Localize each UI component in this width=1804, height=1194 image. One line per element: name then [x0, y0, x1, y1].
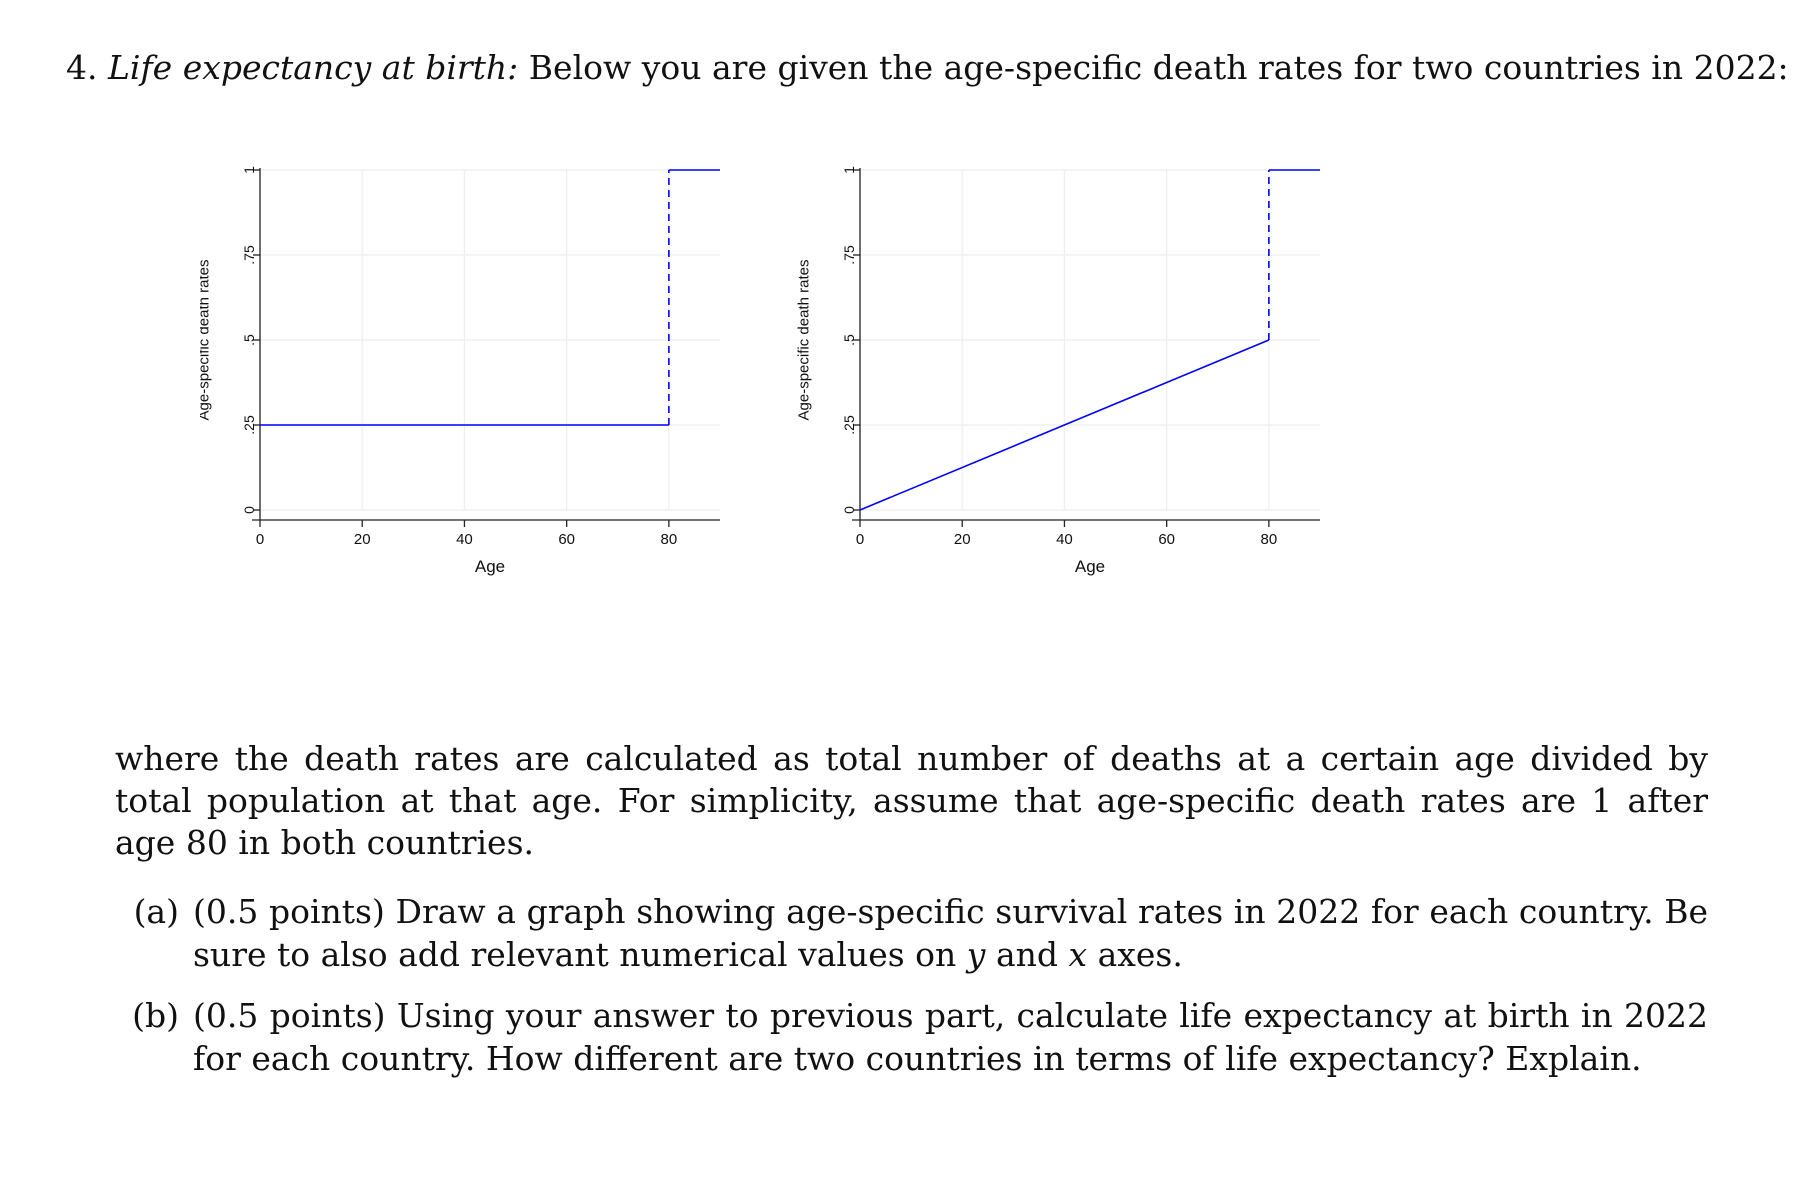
x-tick-label: 80: [1261, 531, 1278, 548]
y-tick-label: 0: [241, 506, 257, 514]
charts-area: 0.25.5.751020406080Country AAgeAge-speci…: [200, 160, 1620, 720]
series-segment-0: [859, 339, 1270, 511]
x-tick-label: 40: [1056, 531, 1073, 548]
y-tick-label: .25: [841, 415, 857, 435]
y-tick-label: .5: [241, 334, 257, 346]
part-a-text-after: axes.: [1087, 935, 1183, 974]
y-tick-label: .5: [841, 334, 857, 346]
x-tick-label: 80: [661, 531, 678, 548]
y-tick-label: .75: [841, 245, 857, 265]
x-axis-label: Age: [1075, 557, 1105, 576]
x-tick-label: 60: [1158, 531, 1175, 548]
x-tick-label: 40: [456, 531, 473, 548]
question-intro: Below you are given the age-specific dea…: [528, 48, 1789, 87]
x-tick-label: 0: [256, 531, 264, 548]
part-a-text: (0.5 points) Draw a graph showing age-sp…: [193, 890, 1708, 976]
part-a-label: (a): [133, 892, 179, 931]
explanation-paragraph: where the death rates are calculated as …: [115, 739, 1708, 862]
x-tick-label: 20: [954, 531, 971, 548]
y-tick-label: 1: [241, 166, 257, 174]
y-tick-label: 0: [841, 506, 857, 514]
x-tick-label: 60: [558, 531, 575, 548]
part-b-text: (0.5 points) Using your answer to previo…: [193, 996, 1708, 1078]
question-number: 4.: [66, 48, 98, 87]
y-tick-label: .25: [241, 415, 257, 435]
part-a-var-y: y: [966, 935, 986, 974]
y-tick-label: .75: [241, 245, 257, 265]
x-axis-label: Age: [475, 557, 505, 576]
part-a-text-middle: and: [985, 935, 1069, 974]
part-b: (b) (0.5 points) Using your answer to pr…: [115, 994, 1708, 1080]
y-axis-label: Age-specific death rates: [796, 260, 813, 421]
y-tick-label: 1: [841, 166, 857, 174]
part-a: (a) (0.5 points) Draw a graph showing ag…: [115, 890, 1708, 976]
y-axis-label: Age-specific death rates: [200, 260, 213, 421]
x-tick-label: 0: [856, 531, 864, 548]
x-tick-label: 20: [354, 531, 371, 548]
part-a-var-x: x: [1068, 935, 1088, 974]
charts-svg: 0.25.5.751020406080Country AAgeAge-speci…: [200, 166, 1320, 576]
part-b-label: (b): [132, 996, 179, 1035]
chart-b: 0.25.5.751020406080Country BAgeAge-speci…: [796, 166, 1320, 576]
question-parts: (a) (0.5 points) Draw a graph showing ag…: [115, 890, 1708, 1098]
part-a-text-before: (0.5 points) Draw a graph showing age-sp…: [193, 892, 1708, 974]
question-header: 4. Life expectancy at birth: Below you a…: [66, 48, 1789, 87]
question-title: Life expectancy at birth:: [108, 48, 519, 87]
chart-a: 0.25.5.751020406080Country AAgeAge-speci…: [200, 166, 720, 576]
